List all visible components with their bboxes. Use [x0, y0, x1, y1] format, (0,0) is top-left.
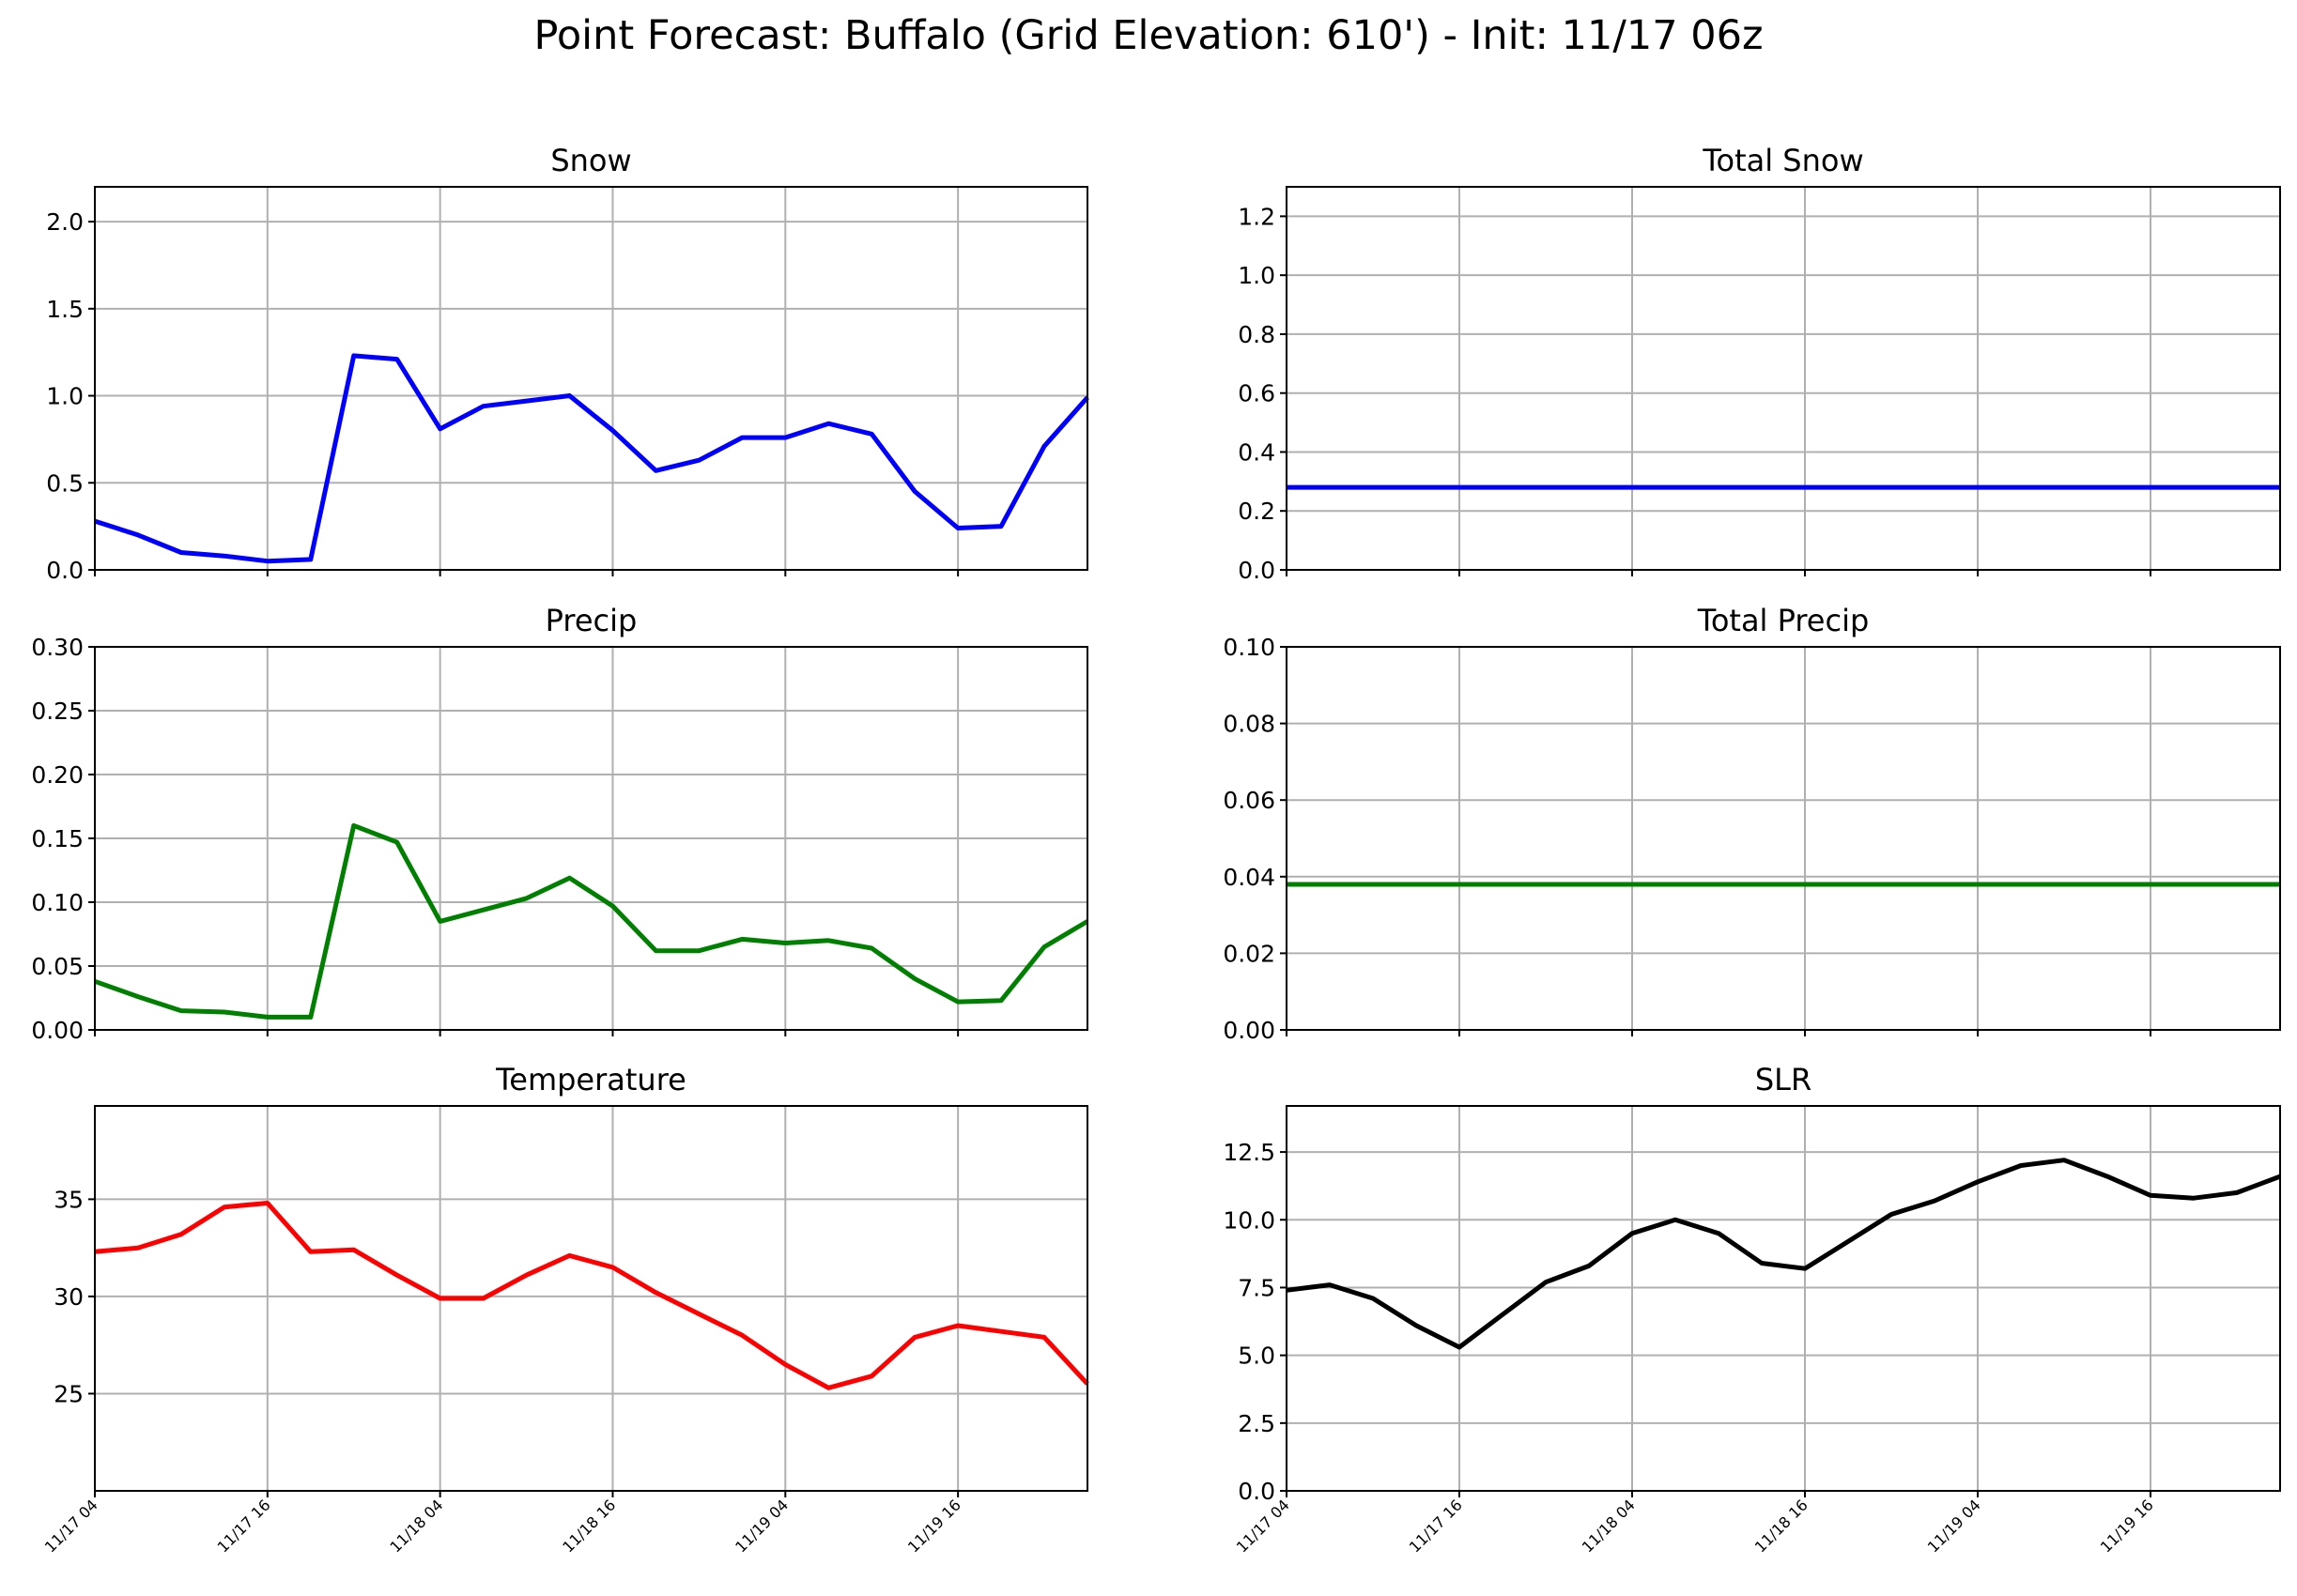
y-tick-label: 30 — [54, 1283, 84, 1311]
y-tick-label: 0.2 — [1238, 498, 1275, 525]
y-tick-label: 0.0 — [1238, 557, 1275, 584]
panel-slr: 0.02.55.07.510.012.511/17 04 11/17 16 11/1… — [1223, 1062, 2281, 1556]
y-tick-label: 0.4 — [1238, 438, 1275, 466]
panel-total-precip: 0.00 0.02 0.04 0.06 0.08 0.10 Total Precip — [1223, 603, 2281, 1044]
series-line-snow — [94, 353, 1089, 564]
x-tick-label: 11/18 04 — [1579, 1496, 1639, 1556]
y-tick-label: 12.5 — [1223, 1139, 1275, 1166]
y-tick-label: 0.02 — [1223, 940, 1275, 967]
x-tick-label: 11/18 04 — [386, 1496, 446, 1556]
y-tick-label: 7.5 — [1238, 1274, 1275, 1301]
panel-title: Total Snow — [1702, 143, 1863, 178]
grid-lines — [95, 1106, 1087, 1491]
panel-total-snow: 0.0 0.2 0.4 0.6 0.8 1.0 1.2 Total Snow — [1238, 143, 2281, 584]
x-tick-label: 11/17 16 — [1406, 1496, 1466, 1556]
axes-frame — [94, 186, 1088, 571]
panel-temperature: 25 30 35 11/17 04 11/17 16 11/18 04 11/18 16 11… — [41, 1062, 1089, 1556]
y-tick-label: 0.30 — [31, 634, 84, 661]
x-tick-label: 11/19 04 — [1924, 1496, 1984, 1556]
y-tick-label: 1.0 — [46, 383, 84, 410]
axes-frame — [1286, 186, 2281, 571]
panel-title: Snow — [550, 143, 631, 178]
y-tick-label: 2.5 — [1238, 1410, 1275, 1437]
grid-lines — [95, 646, 1087, 1031]
grid-lines — [1287, 1106, 2280, 1492]
y-tick-label: 0.8 — [1238, 321, 1275, 348]
y-tick-label: 0.10 — [1223, 634, 1275, 661]
panel-title: Total Precip — [1697, 603, 1870, 638]
y-tick-label: 1.2 — [1238, 203, 1275, 230]
y-tick-label: 0.08 — [1223, 711, 1275, 738]
y-tick-label: 0.15 — [31, 825, 84, 852]
x-tick-label: 11/19 04 — [732, 1496, 792, 1556]
axes-frame — [1286, 1105, 2281, 1492]
y-tick-label: 0.00 — [31, 1017, 84, 1044]
x-tick-label: 11/18 16 — [559, 1496, 619, 1556]
figure-title: Point Forecast: Buffalo (Grid Elevation:… — [533, 12, 1763, 59]
series-line-slr — [1286, 1158, 2281, 1350]
x-tick-label: 11/19 16 — [904, 1496, 964, 1556]
panels: 0.0 0.5 1.0 1.5 2.0 Snow 0.0 0.2 0.4 0.6 0.8 1.0 1.2… — [31, 143, 2281, 1556]
axes-frame — [1286, 646, 2281, 1031]
series-line-precip — [94, 822, 1089, 1020]
y-tick-label: 5.0 — [1238, 1343, 1275, 1370]
panel-snow: 0.0 0.5 1.0 1.5 2.0 Snow — [46, 143, 1089, 584]
x-tick-label: 11/19 16 — [2097, 1496, 2157, 1556]
panel-precip: 0.00 0.05 0.10 0.15 0.20 0.25 0.30 Precip — [31, 603, 1089, 1044]
y-tick-label: 1.0 — [1238, 262, 1275, 289]
y-tick-label: 35 — [54, 1186, 84, 1213]
x-tick-label: 11/17 16 — [214, 1496, 274, 1556]
y-tick-label: 0.25 — [31, 698, 84, 725]
panel-title: Precip — [546, 603, 638, 638]
grid-lines — [1287, 187, 2280, 571]
y-tick-label: 2.0 — [46, 208, 84, 236]
x-tick-label: 11/18 16 — [1751, 1496, 1811, 1556]
x-tick-label: 11/17 04 — [41, 1496, 101, 1556]
axes-frame — [94, 1105, 1088, 1492]
y-tick-label: 25 — [54, 1380, 84, 1407]
panel-title: Temperature — [495, 1062, 686, 1097]
panel-title: SLR — [1755, 1062, 1811, 1097]
y-tick-label: 0.20 — [31, 761, 84, 789]
y-tick-label: 0.0 — [46, 557, 84, 584]
y-tick-label: 1.5 — [46, 296, 84, 323]
y-tick-label: 0.05 — [31, 953, 84, 980]
series-line-temperature — [94, 1201, 1089, 1390]
y-tick-label: 0.06 — [1223, 787, 1275, 814]
y-tick-label: 0.00 — [1223, 1017, 1275, 1044]
grid-lines — [1287, 646, 2280, 1031]
y-tick-label: 0.04 — [1223, 864, 1275, 891]
y-tick-label: 10.0 — [1223, 1206, 1275, 1234]
y-tick-label: 0.10 — [31, 889, 84, 916]
y-tick-label: 0.0 — [1238, 1478, 1275, 1505]
y-tick-label: 0.6 — [1238, 380, 1275, 407]
y-tick-label: 0.5 — [46, 469, 84, 497]
